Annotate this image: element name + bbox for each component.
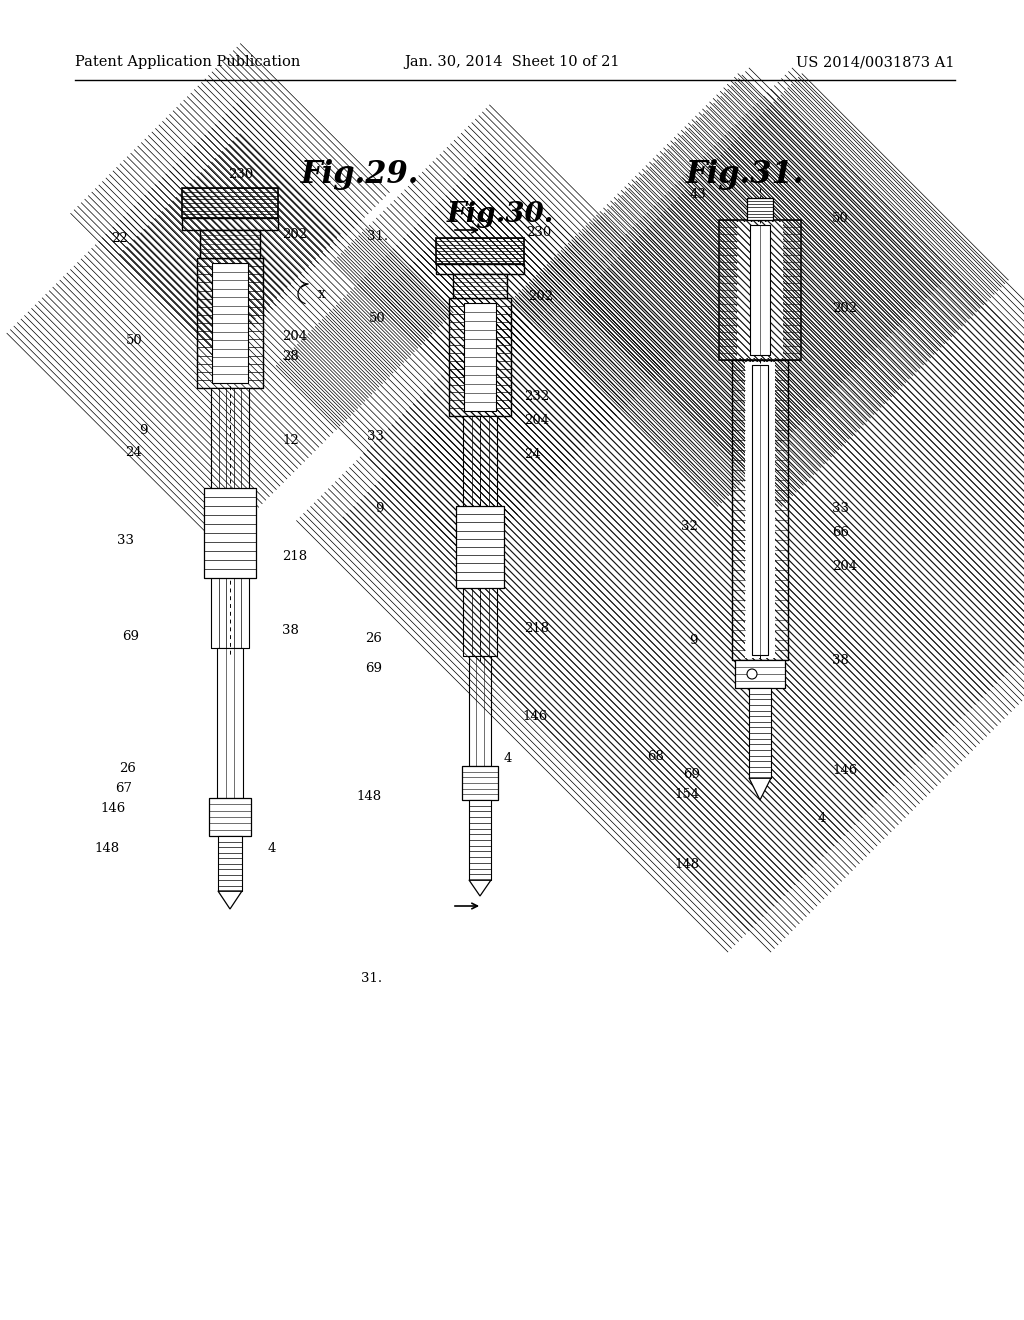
Bar — [463, 416, 497, 656]
Text: 232: 232 — [524, 389, 549, 403]
Text: 154: 154 — [675, 788, 700, 800]
Bar — [453, 275, 507, 298]
Bar — [436, 238, 524, 264]
Text: Jan. 30, 2014  Sheet 10 of 21: Jan. 30, 2014 Sheet 10 of 21 — [404, 55, 620, 69]
Bar — [200, 230, 260, 257]
Bar — [211, 388, 249, 648]
Text: 32: 32 — [681, 520, 698, 532]
Text: 4: 4 — [504, 751, 512, 764]
Text: 204: 204 — [831, 560, 857, 573]
Bar — [732, 360, 745, 660]
Text: 24: 24 — [524, 447, 541, 461]
Text: 69: 69 — [683, 767, 700, 780]
Bar — [719, 220, 801, 360]
Text: 50: 50 — [370, 312, 386, 325]
Text: 202: 202 — [528, 289, 553, 302]
Bar — [197, 257, 263, 388]
Bar — [217, 648, 243, 799]
Bar — [719, 220, 737, 360]
Text: 31.: 31. — [367, 230, 388, 243]
Bar — [197, 257, 263, 388]
Bar — [436, 238, 524, 264]
Text: 12: 12 — [282, 433, 299, 446]
Text: 50: 50 — [831, 211, 849, 224]
Text: 230: 230 — [228, 169, 253, 181]
Bar — [469, 800, 490, 880]
Text: 68: 68 — [647, 750, 664, 763]
Text: 67: 67 — [115, 781, 132, 795]
Bar — [456, 506, 504, 587]
Polygon shape — [218, 891, 242, 909]
Text: 26: 26 — [119, 762, 136, 775]
Bar — [453, 275, 507, 298]
Bar — [745, 362, 775, 657]
Text: 24: 24 — [125, 446, 142, 458]
Text: 148: 148 — [675, 858, 700, 870]
Text: 43: 43 — [689, 189, 706, 202]
Text: 218: 218 — [282, 549, 307, 562]
Bar — [735, 660, 785, 688]
Bar — [775, 360, 788, 660]
Text: x: x — [318, 286, 326, 301]
Bar — [749, 688, 771, 777]
Text: 146: 146 — [100, 801, 126, 814]
Text: 4: 4 — [268, 842, 276, 854]
Text: 204: 204 — [524, 413, 549, 426]
Bar — [462, 766, 498, 800]
Text: 202: 202 — [831, 301, 857, 314]
Text: Fig.29.: Fig.29. — [301, 160, 419, 190]
Text: Patent Application Publication: Patent Application Publication — [75, 55, 300, 69]
Bar — [469, 656, 490, 766]
Text: 9: 9 — [139, 424, 148, 437]
Bar — [209, 799, 251, 836]
Polygon shape — [469, 880, 490, 896]
Text: Fig.30.: Fig.30. — [446, 202, 554, 228]
Text: 38: 38 — [282, 623, 299, 636]
Bar — [783, 220, 801, 360]
Bar — [752, 366, 768, 655]
Polygon shape — [749, 777, 771, 800]
Text: 146: 146 — [831, 763, 857, 776]
Bar — [464, 304, 496, 411]
Text: 204: 204 — [282, 330, 307, 342]
Bar — [204, 488, 256, 578]
Text: 28: 28 — [282, 350, 299, 363]
Text: 38: 38 — [831, 653, 849, 667]
Text: 50: 50 — [126, 334, 143, 346]
Text: 148: 148 — [95, 842, 120, 854]
Text: 33: 33 — [117, 533, 134, 546]
Text: 4: 4 — [818, 812, 826, 825]
Bar — [737, 222, 783, 358]
Text: 33: 33 — [367, 429, 384, 442]
Bar — [200, 230, 260, 257]
Text: 146: 146 — [522, 710, 547, 722]
Bar — [746, 198, 773, 220]
Text: 69: 69 — [365, 661, 382, 675]
Text: 66: 66 — [831, 525, 849, 539]
Circle shape — [746, 669, 757, 678]
Bar — [436, 264, 524, 275]
Bar — [182, 187, 278, 218]
Text: 218: 218 — [524, 622, 549, 635]
Text: 9: 9 — [376, 502, 384, 515]
Text: 148: 148 — [357, 789, 382, 803]
Text: 26: 26 — [366, 631, 382, 644]
Text: 230: 230 — [526, 226, 551, 239]
Text: 33: 33 — [831, 502, 849, 515]
Bar — [218, 836, 242, 891]
Bar — [212, 263, 248, 383]
Text: 22: 22 — [112, 231, 128, 244]
Bar — [732, 360, 788, 660]
Text: 202: 202 — [282, 227, 307, 240]
Bar — [449, 298, 511, 416]
Text: 69: 69 — [122, 630, 139, 643]
Bar — [750, 224, 770, 355]
Text: US 2014/0031873 A1: US 2014/0031873 A1 — [797, 55, 955, 69]
Text: 31.: 31. — [360, 972, 382, 985]
Text: 9: 9 — [689, 634, 698, 647]
Text: Fig.31.: Fig.31. — [686, 160, 804, 190]
Bar — [182, 187, 278, 218]
Bar — [182, 218, 278, 230]
Bar — [449, 298, 511, 416]
